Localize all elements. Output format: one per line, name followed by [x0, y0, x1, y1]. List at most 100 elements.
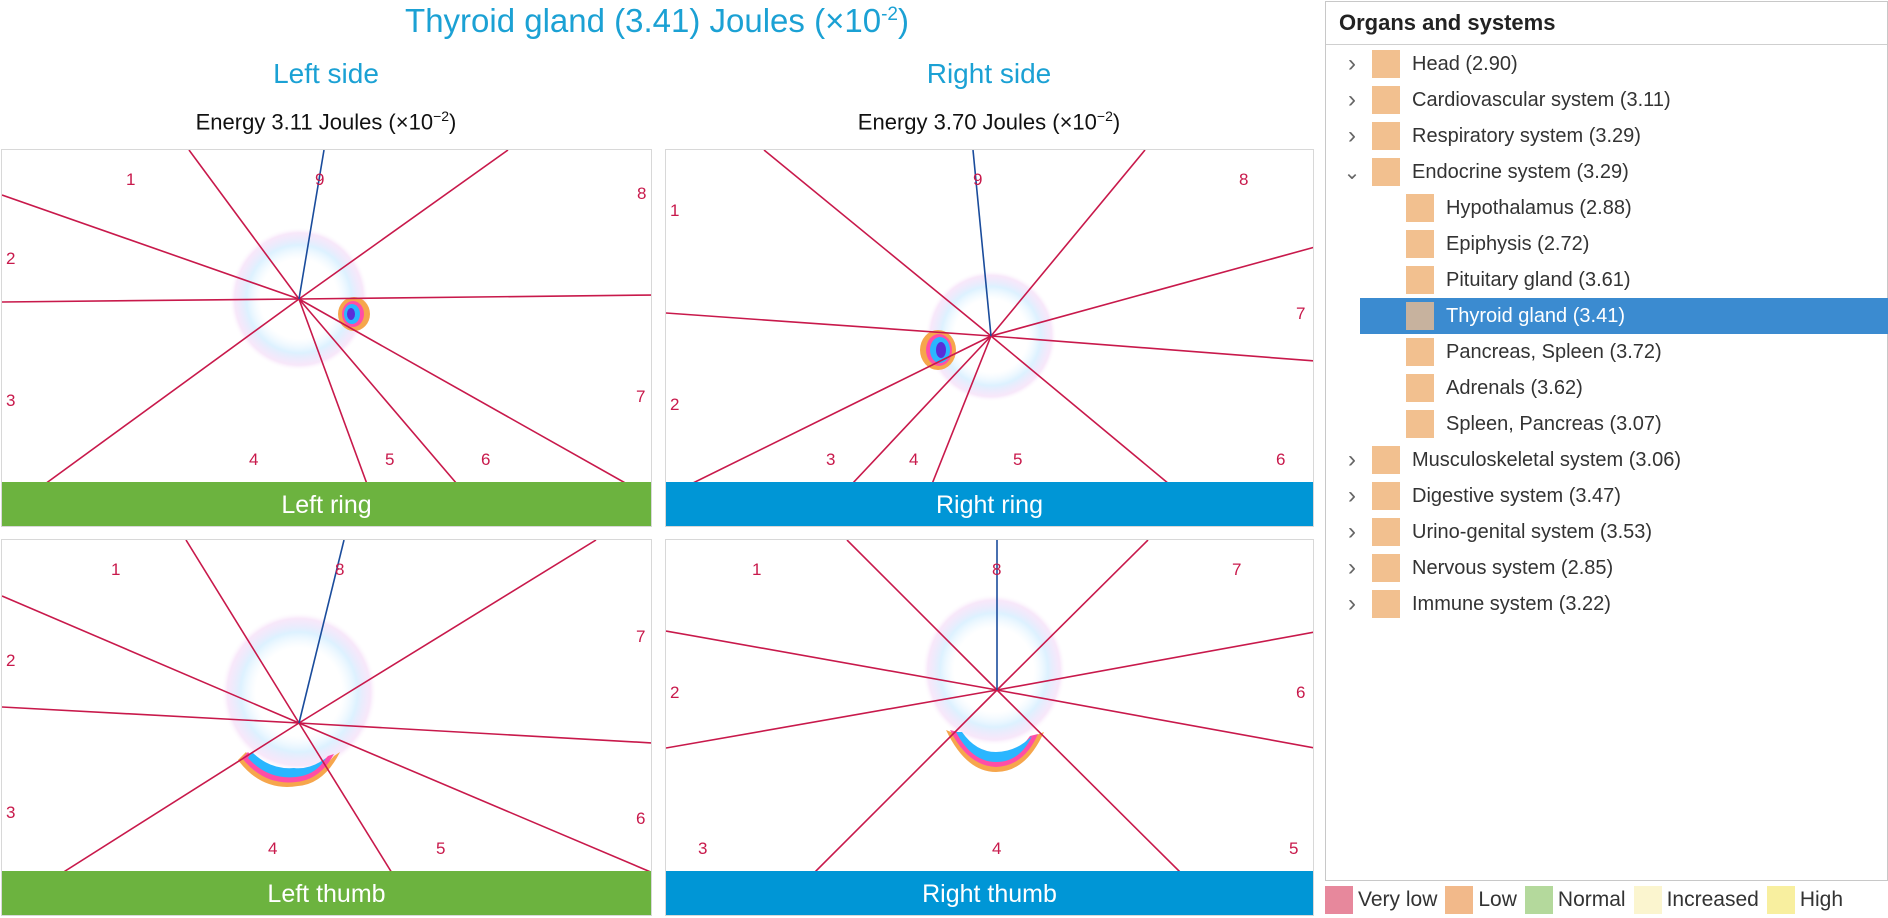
sector-lines [666, 150, 1313, 484]
legend-swatch [1766, 886, 1795, 914]
sector-label: 1 [111, 560, 120, 579]
chevron-right-icon[interactable]: › [1348, 518, 1356, 545]
left-thumb-sector-diagram: 1 2 3 4 5 6 7 8 [2, 540, 651, 873]
tree-item-label: Immune system (3.22) [1412, 592, 1611, 615]
tree-item-label: Head (2.90) [1412, 52, 1518, 75]
legend-item: Increased [1633, 886, 1759, 914]
tree-item[interactable]: › Urino-genital system (3.53) [1326, 514, 1888, 550]
status-swatch [1372, 158, 1400, 186]
status-swatch [1372, 50, 1400, 78]
status-swatch [1372, 518, 1400, 546]
status-swatch [1406, 230, 1434, 258]
tree-item[interactable]: › Nervous system (2.85) [1326, 550, 1888, 586]
chevron-right-icon[interactable]: › [1348, 86, 1356, 113]
axis-line [972, 150, 992, 337]
sector-label: 7 [1296, 304, 1305, 323]
glow-ring [221, 612, 377, 772]
tree-item[interactable]: › Cardiovascular system (3.11) [1326, 82, 1888, 118]
tree-item[interactable]: Epiphysis (2.72) [1360, 226, 1888, 262]
tree-item[interactable]: › Head (2.90) [1326, 46, 1888, 82]
legend-label: Low [1478, 888, 1517, 911]
tree-item-label: Pituitary gland (3.61) [1446, 268, 1631, 291]
chevron-right-icon[interactable]: › [1348, 446, 1356, 473]
panel-right-ring: 1 2 3 4 5 6 7 8 9 Right ring [665, 149, 1314, 527]
sector-label: 4 [249, 450, 258, 469]
tree-item-label: Nervous system (2.85) [1412, 556, 1614, 579]
tree-item-label: Pancreas, Spleen (3.72) [1446, 340, 1662, 363]
legend-swatch [1445, 886, 1474, 914]
legend-label: Increased [1666, 888, 1759, 911]
glow-spot [920, 330, 956, 370]
tree-item[interactable]: › Musculoskeletal system (3.06) [1326, 442, 1888, 478]
legend-item: Very low [1325, 886, 1437, 914]
status-swatch [1372, 482, 1400, 510]
sector-label: 8 [335, 560, 344, 579]
chevron-right-icon[interactable]: › [1348, 122, 1356, 149]
panel-label-bar[interactable]: Left ring [2, 482, 651, 526]
sector-label: 1 [752, 560, 761, 579]
tree-item-label: Epiphysis (2.72) [1446, 232, 1590, 255]
tree-item[interactable]: ⌄ Endocrine system (3.29) [1326, 154, 1888, 190]
right-side-title: Right side [926, 58, 1052, 89]
legend-swatch [1325, 886, 1353, 914]
tree-item-label: Thyroid gland (3.41) [1446, 304, 1625, 327]
sector-lines [2, 540, 651, 873]
sector-label: 5 [385, 450, 394, 469]
tree-item[interactable]: Spleen, Pancreas (3.07) [1360, 406, 1888, 442]
legend-label: High [1799, 888, 1844, 911]
sector-label: 6 [636, 809, 645, 828]
tree-item[interactable]: Hypothalamus (2.88) [1360, 190, 1888, 226]
organs-tree-panel: Organs and systems › Head (2.90) › Cardiova… [1325, 1, 1888, 881]
tree-item[interactable]: › Immune system (3.22) [1326, 586, 1888, 622]
tree-item-label: Endocrine system (3.29) [1412, 160, 1629, 183]
chevron-down-icon[interactable]: ⌄ [1343, 161, 1361, 184]
chevron-right-icon[interactable]: › [1348, 482, 1356, 509]
tree-item-label: Spleen, Pancreas (3.07) [1446, 412, 1662, 435]
legend-item: Low [1445, 886, 1517, 914]
status-swatch [1406, 266, 1434, 294]
sector-label: 5 [1013, 450, 1022, 469]
sector-label: 5 [1289, 839, 1298, 858]
status-swatch [1406, 410, 1434, 438]
tree-item[interactable]: Pancreas, Spleen (3.72) [1360, 334, 1888, 370]
sector-label: 3 [6, 803, 15, 822]
tree-item[interactable]: Adrenals (3.62) [1360, 370, 1888, 406]
sector-label: 8 [992, 560, 1001, 579]
left-energy-label: Energy 3.11 Joules (×10−2) [195, 108, 457, 135]
sector-label: 9 [315, 170, 324, 189]
panel-label-bar[interactable]: Left thumb [2, 871, 651, 915]
sector-label: 3 [6, 391, 15, 410]
panel-label-bar[interactable]: Right ring [666, 482, 1313, 526]
left-side-title: Left side [273, 58, 379, 89]
legend-label: Very low [1358, 888, 1438, 911]
sector-lines [666, 540, 1313, 873]
status-swatch [1406, 374, 1434, 402]
sector-label: 2 [6, 651, 15, 670]
legend-swatch [1633, 886, 1662, 914]
glow-ring [922, 594, 1066, 746]
legend-item: High [1766, 886, 1844, 914]
panel-left-ring: 1 2 3 4 5 6 7 8 9 Left ring [1, 149, 652, 527]
sector-label: 7 [636, 387, 645, 406]
tree-item-label: Hypothalamus (2.88) [1446, 196, 1632, 219]
status-swatch [1372, 590, 1400, 618]
tree-item-label: Digestive system (3.47) [1412, 484, 1621, 507]
glow-spot [238, 752, 340, 787]
chevron-right-icon[interactable]: › [1348, 590, 1356, 617]
right-ring-sector-diagram: 1 2 3 4 5 6 7 8 9 [666, 150, 1313, 484]
status-swatch [1406, 302, 1434, 330]
tree-item[interactable]: › Digestive system (3.47) [1326, 478, 1888, 514]
chevron-right-icon[interactable]: › [1348, 50, 1356, 77]
legend-swatch [1524, 886, 1553, 914]
tree-item[interactable]: Thyroid gland (3.41) [1360, 298, 1888, 334]
tree-item[interactable]: Pituitary gland (3.61) [1360, 262, 1888, 298]
tree-item-label: Urino-genital system (3.53) [1412, 520, 1653, 543]
sector-label: 7 [1232, 560, 1241, 579]
glow-spot [946, 730, 1044, 772]
sector-label: 4 [268, 839, 277, 858]
chevron-right-icon[interactable]: › [1348, 554, 1356, 581]
panel-left-thumb: 1 2 3 4 5 6 7 8 Left thumb [1, 539, 652, 916]
panel-label-bar[interactable]: Right thumb [666, 871, 1313, 915]
tree-item[interactable]: › Respiratory system (3.29) [1326, 118, 1888, 154]
